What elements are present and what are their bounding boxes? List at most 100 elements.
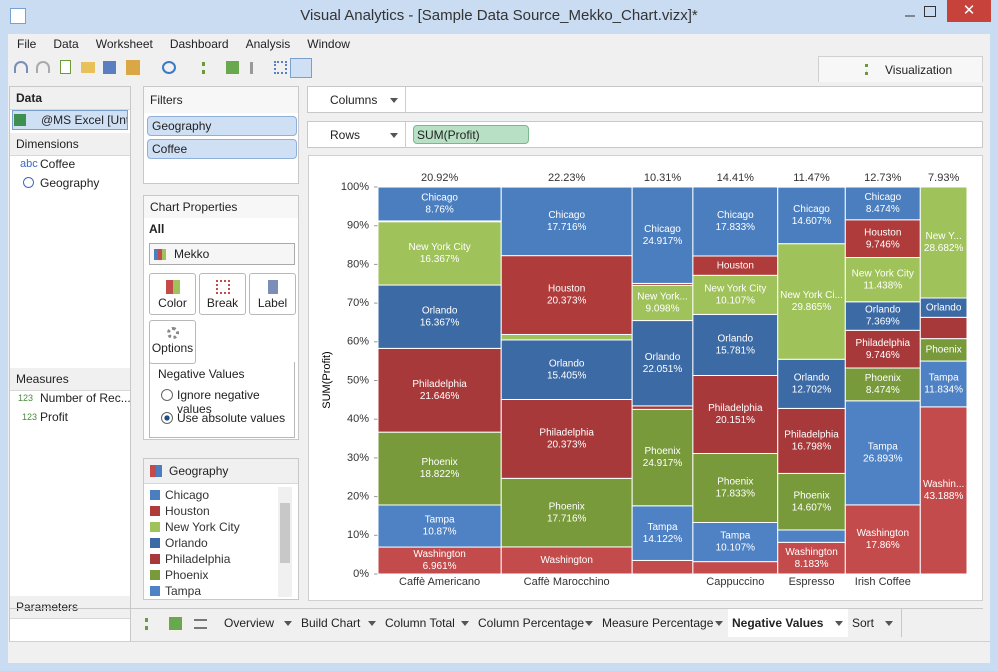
visualization-tab[interactable]: Visualization (818, 56, 983, 82)
legend-item[interactable]: Orlando (150, 535, 276, 551)
add-button[interactable] (226, 61, 239, 74)
legend-panel: Geography Chicago Houston New York City Orl… (143, 458, 299, 600)
mekko-icon (154, 249, 166, 260)
color-button[interactable]: Color (149, 273, 196, 315)
segment-name-label: Phoenix (717, 477, 753, 488)
measures-title: Measures (16, 372, 69, 386)
legend-swatch (150, 554, 160, 564)
filter-pill[interactable]: Geography (147, 116, 297, 136)
menu-item[interactable]: Dashboard (169, 37, 229, 51)
dimension-field[interactable]: Coffee (40, 157, 76, 171)
segment-value-label: 14.122% (643, 534, 683, 545)
break-button[interactable]: Break (199, 273, 246, 315)
sheet-tab-label: Column Total (385, 616, 455, 630)
column-width-label: 11.47% (793, 172, 830, 184)
toolbar (12, 58, 322, 78)
segment-name-label: Tampa (648, 522, 678, 533)
measure-field[interactable]: Number of Rec... (40, 391, 131, 405)
measure-field[interactable]: Profit (40, 410, 69, 424)
new-dashboard-button[interactable] (169, 617, 182, 630)
legend-label: Orlando (165, 536, 208, 550)
segment-name-label: New York... (637, 292, 688, 303)
segment-value-label: 8.76% (425, 205, 453, 216)
menu-item[interactable]: Worksheet (95, 37, 153, 51)
sheet-tab-label: Overview (224, 616, 275, 630)
segment-value-label: 24.917% (643, 458, 683, 469)
new-sheet-button[interactable] (145, 618, 157, 630)
options-button[interactable]: Options (149, 320, 196, 364)
refresh-button[interactable] (162, 61, 176, 74)
menu-item[interactable]: Data (53, 37, 79, 51)
menu-item[interactable]: Window (307, 37, 350, 51)
save-button[interactable] (103, 61, 116, 74)
segment (692, 375, 779, 454)
segment (631, 559, 694, 575)
y-tick-label: 70% (347, 297, 369, 309)
scrollbar[interactable] (278, 487, 292, 597)
segment (377, 504, 502, 548)
sheet-tab[interactable]: Column Total (381, 609, 478, 637)
radio-button-selected[interactable] (161, 412, 173, 424)
undo-button[interactable] (14, 61, 28, 73)
select-button[interactable] (274, 61, 287, 74)
dimension-field[interactable]: Geography (40, 176, 100, 190)
data-button[interactable] (126, 60, 140, 75)
chart-type-select[interactable]: Mekko (149, 243, 295, 265)
close-button[interactable]: ✕ (947, 0, 991, 22)
chart-button[interactable] (202, 62, 216, 74)
radio-label[interactable]: Ignore negative values (177, 388, 260, 416)
measure-pill[interactable]: SUM(Profit) (413, 125, 529, 144)
maximize-button[interactable] (924, 6, 936, 17)
sheet-list-button[interactable] (194, 619, 207, 629)
legend-item[interactable]: Phoenix (150, 567, 276, 583)
segment (777, 186, 846, 245)
segment-value-label: 29.865% (792, 302, 832, 313)
bars-button[interactable] (250, 62, 263, 74)
segment-value-label: 18.822% (420, 469, 460, 480)
button-label: Color (158, 296, 187, 310)
sheet-tab[interactable]: Column Percentage (474, 609, 602, 637)
minimize-button[interactable] (905, 10, 915, 17)
segment-name-label: Philadelphia (708, 403, 763, 414)
y-tick-label: 80% (347, 258, 369, 270)
segment-value-label: 16.367% (420, 317, 460, 328)
new-button[interactable] (60, 60, 71, 74)
sheet-tab[interactable]: Build Chart (297, 609, 385, 637)
legend-swatch (150, 506, 160, 516)
dimensions-title: Dimensions (16, 137, 79, 151)
mode-button[interactable] (290, 58, 312, 78)
menu-item[interactable]: Analysis (245, 37, 291, 51)
radio-button[interactable] (161, 389, 173, 401)
segment (631, 320, 694, 407)
segment (377, 431, 502, 506)
legend-swatch (150, 570, 160, 580)
segment (500, 399, 633, 479)
segment (631, 505, 694, 561)
legend-item[interactable]: Houston (150, 503, 276, 519)
y-tick-label: 40% (347, 413, 369, 425)
segment-value-label: 14.607% (792, 216, 832, 227)
sheet-tab[interactable]: Sort (848, 609, 902, 637)
segment-value-label: 15.405% (547, 370, 587, 381)
properties-tab[interactable]: All (149, 222, 165, 236)
data-pane: Data @MS Excel [Unt... Dimensions abc Co… (9, 86, 131, 642)
legend-item[interactable]: New York City (150, 519, 276, 535)
legend-item[interactable]: Philadelphia (150, 551, 276, 567)
redo-button[interactable] (36, 61, 50, 73)
segment-value-label: 28.682% (924, 243, 964, 254)
legend-item[interactable]: Chicago (150, 487, 276, 503)
menu-item[interactable]: File (17, 37, 37, 51)
sheet-tab[interactable]: Negative Values (728, 609, 852, 637)
data-source[interactable]: @MS Excel [Unt... (12, 110, 128, 130)
label-button[interactable]: Label (249, 273, 296, 315)
radio-label[interactable]: Use absolute values (177, 411, 286, 425)
open-button[interactable] (81, 62, 95, 73)
filter-pill[interactable]: Coffee (147, 139, 297, 159)
shelf-title: Rows (330, 128, 361, 142)
legend-item[interactable]: Tampa (150, 583, 276, 599)
segment-name-label: Washin... (923, 479, 964, 490)
sheet-tab[interactable]: Measure Percentage (598, 609, 732, 637)
segment (692, 561, 779, 575)
segment (631, 408, 694, 507)
sheet-tab[interactable]: Overview (220, 609, 301, 637)
